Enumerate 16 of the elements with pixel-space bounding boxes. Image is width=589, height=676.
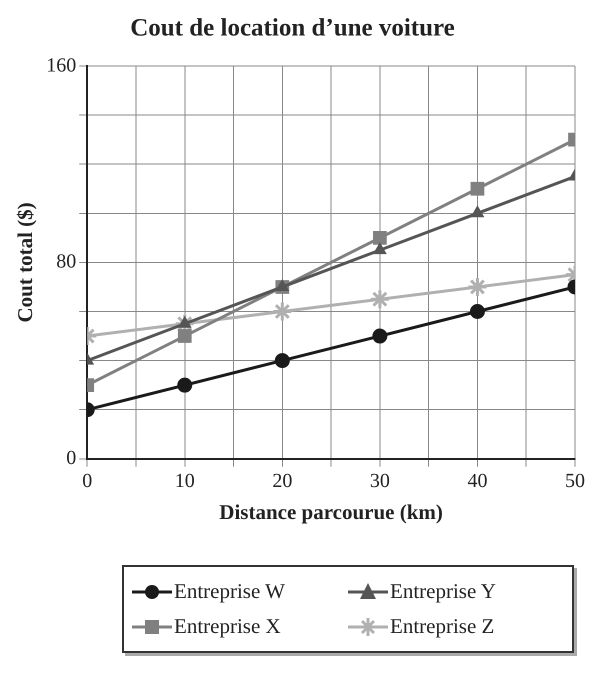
- x-tick-label: 0: [82, 470, 92, 492]
- legend-label: Entreprise Y: [390, 579, 496, 604]
- y-tick-label: 0: [66, 447, 76, 470]
- y-tick-label: 80: [56, 250, 76, 273]
- x-tick-label: 50: [565, 470, 585, 492]
- chart-title: Cout de location d’une voiture: [130, 14, 455, 42]
- x-axis-title: Distance parcourue (km): [219, 500, 443, 524]
- y-axis-title: Cout total ($): [13, 202, 38, 322]
- legend-label: Entreprise W: [174, 579, 285, 604]
- x-tick-label: 40: [467, 470, 488, 492]
- x-tick-label: 20: [272, 470, 292, 492]
- x-tick-label: 10: [174, 470, 195, 492]
- legend-label: Entreprise X: [174, 614, 281, 639]
- y-tick-label: 160: [46, 54, 76, 76]
- legend-label: Entreprise Z: [390, 614, 494, 639]
- x-tick-label: 30: [370, 470, 390, 492]
